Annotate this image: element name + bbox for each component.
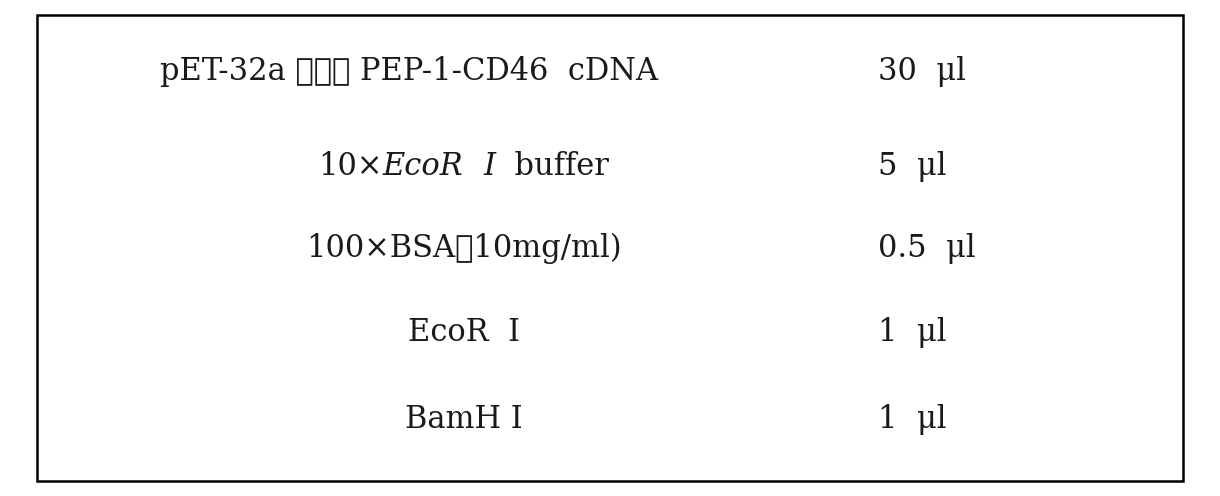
Text: I: I [483, 151, 495, 182]
Text: BamH I: BamH I [405, 404, 522, 434]
Text: 1  μl: 1 μl [878, 404, 947, 434]
Text: EcoR: EcoR [383, 151, 464, 182]
Text: EcoR  I: EcoR I [407, 317, 520, 348]
Text: 0.5  μl: 0.5 μl [878, 233, 976, 263]
Text: 30  μl: 30 μl [878, 57, 966, 87]
FancyBboxPatch shape [37, 15, 1183, 481]
Text: 10×: 10× [318, 151, 383, 182]
Text: 5  μl: 5 μl [878, 151, 947, 182]
Text: 100×BSA（10mg/ml): 100×BSA（10mg/ml) [306, 233, 621, 263]
Text: 1  μl: 1 μl [878, 317, 947, 348]
Text: pET-32a 质粒或 PEP-1-CD46  cDNA: pET-32a 质粒或 PEP-1-CD46 cDNA [160, 57, 658, 87]
Text: buffer: buffer [495, 151, 609, 182]
